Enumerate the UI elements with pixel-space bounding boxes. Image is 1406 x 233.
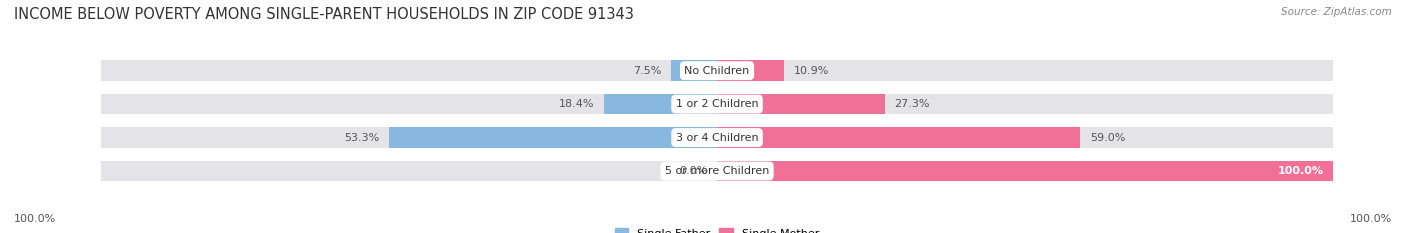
Bar xyxy=(717,94,886,114)
Text: 3 or 4 Children: 3 or 4 Children xyxy=(676,133,758,143)
Text: 10.9%: 10.9% xyxy=(793,66,828,76)
Bar xyxy=(101,94,717,114)
Bar xyxy=(717,94,1333,114)
Text: 1 or 2 Children: 1 or 2 Children xyxy=(676,99,758,109)
Text: 59.0%: 59.0% xyxy=(1090,133,1125,143)
Legend: Single Father, Single Mother: Single Father, Single Mother xyxy=(614,228,820,233)
Bar xyxy=(101,60,717,81)
Text: Source: ZipAtlas.com: Source: ZipAtlas.com xyxy=(1281,7,1392,17)
Text: 5 or more Children: 5 or more Children xyxy=(665,166,769,176)
Text: 100.0%: 100.0% xyxy=(1278,166,1324,176)
Bar xyxy=(717,60,1333,81)
Text: 7.5%: 7.5% xyxy=(633,66,662,76)
Bar xyxy=(603,94,717,114)
Text: No Children: No Children xyxy=(685,66,749,76)
Bar xyxy=(671,60,717,81)
Bar xyxy=(717,161,1333,181)
Bar xyxy=(101,161,717,181)
Bar xyxy=(717,127,1333,148)
Text: INCOME BELOW POVERTY AMONG SINGLE-PARENT HOUSEHOLDS IN ZIP CODE 91343: INCOME BELOW POVERTY AMONG SINGLE-PARENT… xyxy=(14,7,634,22)
Text: 18.4%: 18.4% xyxy=(560,99,595,109)
Text: 100.0%: 100.0% xyxy=(14,214,56,224)
Bar xyxy=(717,127,1080,148)
Text: 27.3%: 27.3% xyxy=(894,99,929,109)
Bar xyxy=(101,127,717,148)
Text: 0.0%: 0.0% xyxy=(679,166,707,176)
Bar xyxy=(717,60,785,81)
Bar xyxy=(388,127,717,148)
Bar xyxy=(717,161,1333,181)
Text: 53.3%: 53.3% xyxy=(344,133,380,143)
Text: 100.0%: 100.0% xyxy=(1350,214,1392,224)
